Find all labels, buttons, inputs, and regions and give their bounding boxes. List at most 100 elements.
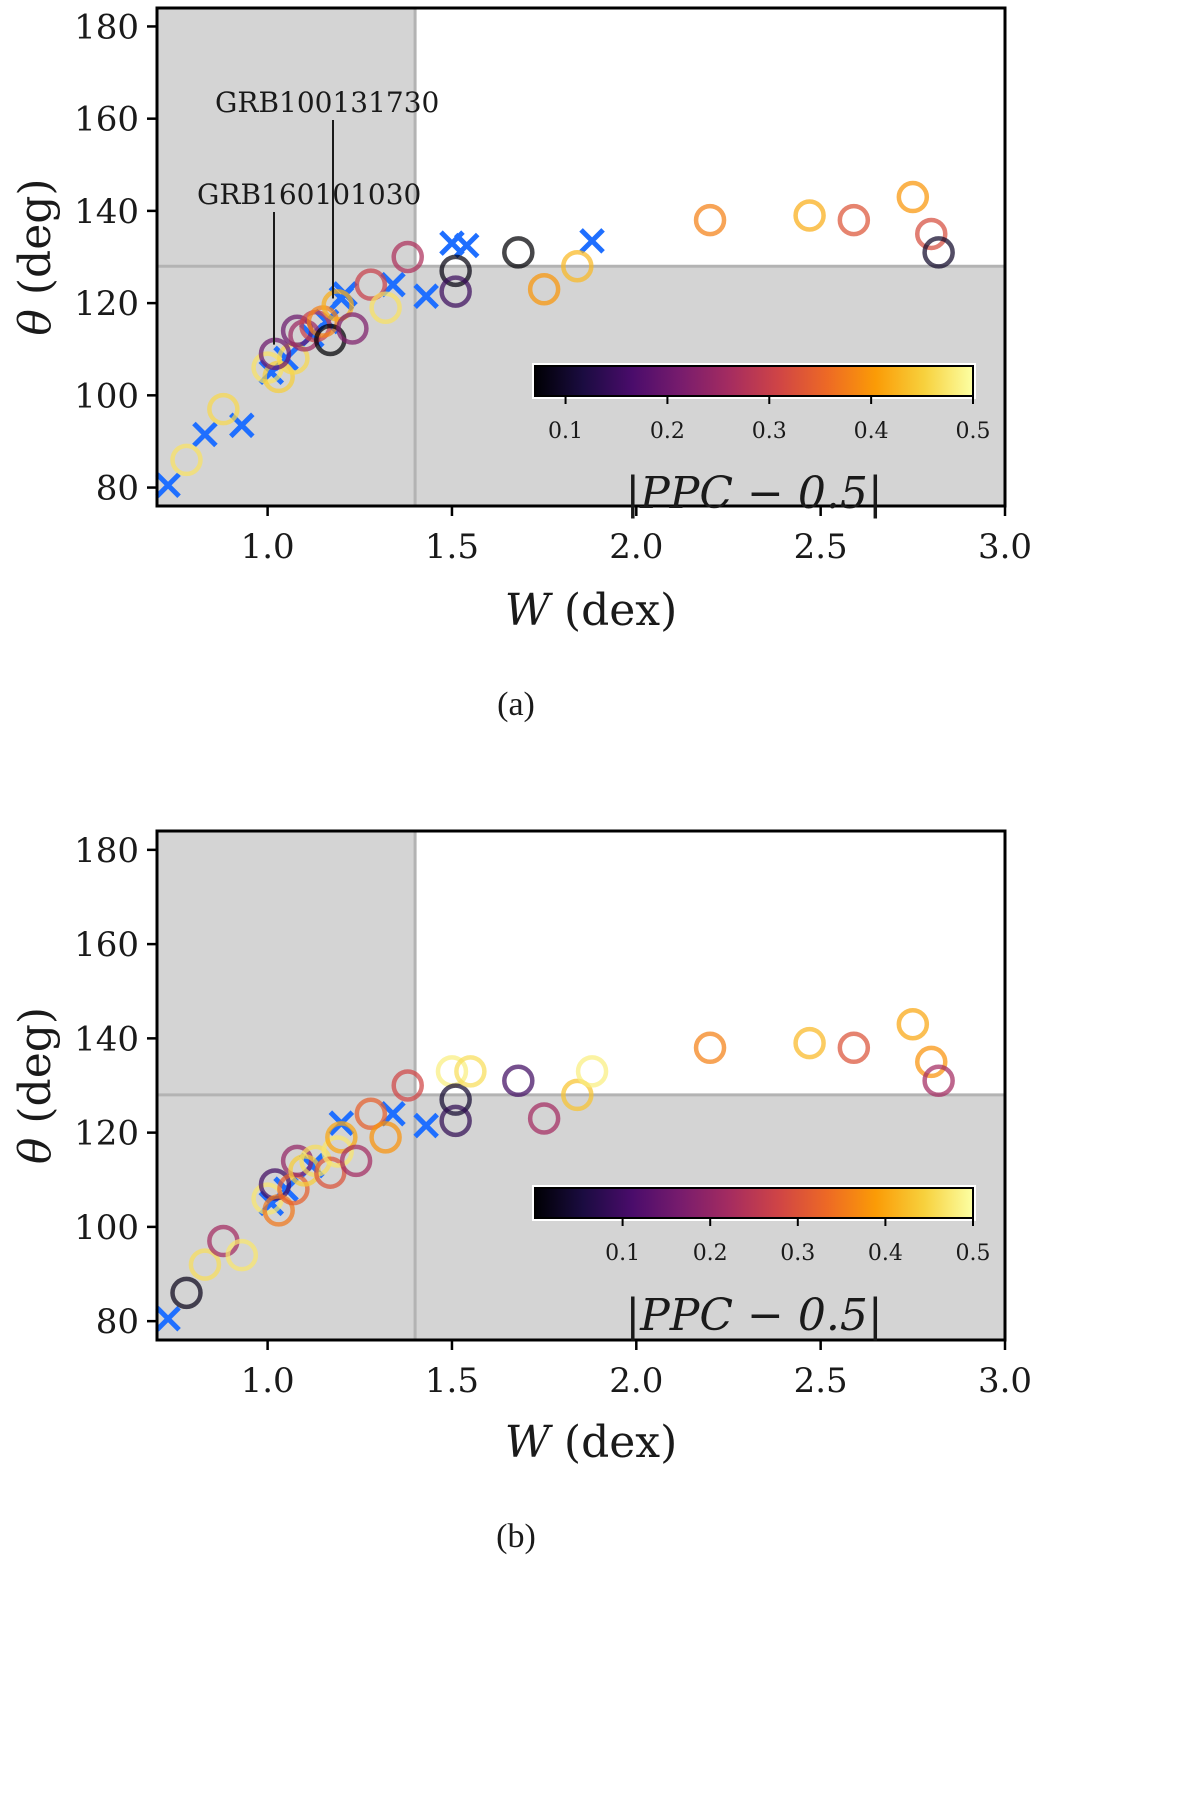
circle-marker: [439, 1083, 472, 1116]
colorbar-tick-label: 0.5: [956, 419, 991, 444]
x-tick-label: 1.0: [241, 1361, 295, 1401]
colorbar-tick-label: 0.4: [854, 419, 889, 444]
circle-marker: [321, 1135, 354, 1168]
circle-marker: [527, 1102, 561, 1135]
y-axis-unit: (deg): [10, 1007, 61, 1138]
x-tick-label: 2.0: [609, 1361, 663, 1401]
colorbar-tick-label: 0.2: [650, 419, 685, 444]
circle-marker: [575, 1055, 609, 1088]
x-tick-label: 3.0: [978, 527, 1032, 567]
x-tick-label: 2.5: [794, 1361, 848, 1401]
circle-marker: [454, 1055, 487, 1088]
x-axis-unit: (dex): [550, 1417, 677, 1468]
colorbar-label: |PPC − 0.5|: [625, 1290, 882, 1341]
colorbar: [534, 1187, 974, 1219]
colorbar-tick-label: 0.1: [548, 419, 583, 444]
circle-marker: [837, 1031, 871, 1065]
axes-frame: [155, 6, 1007, 508]
circle-marker: [339, 1144, 373, 1178]
circle-marker: [325, 1121, 358, 1154]
y-axis-unit: (deg): [10, 178, 61, 309]
circle-marker: [561, 1078, 594, 1112]
circle-marker: [793, 199, 826, 232]
circle-marker: [915, 217, 948, 251]
y-tick-label: 140: [74, 192, 139, 232]
circle-marker: [561, 249, 594, 283]
x-tick-label: 3.0: [978, 1361, 1032, 1401]
circle-marker: [280, 1144, 314, 1178]
circle-marker: [439, 254, 472, 288]
cross-marker: [579, 228, 605, 254]
y-axis-symbol: θ: [10, 1138, 61, 1165]
y-axis-label: θ (deg): [10, 178, 61, 335]
circle-marker: [391, 240, 424, 274]
y-axis-symbol: θ: [10, 309, 61, 336]
circle-marker: [922, 1064, 955, 1098]
y-tick-label: 140: [74, 1019, 139, 1059]
x-tick-label: 1.0: [241, 527, 295, 567]
circle-marker: [502, 236, 535, 269]
x-tick-label: 1.5: [425, 527, 479, 567]
circle-marker: [896, 180, 930, 214]
y-tick-label: 180: [74, 7, 139, 47]
circle-marker: [354, 1097, 388, 1131]
x-axis-unit: (dex): [550, 585, 677, 636]
circle-marker: [369, 291, 402, 324]
y-tick-label: 160: [74, 925, 139, 965]
circle-marker: [793, 1026, 826, 1060]
panel-caption: (a): [497, 686, 535, 723]
circle-marker: [170, 1276, 203, 1310]
colorbar-tick-label: 0.2: [693, 1241, 728, 1266]
circle-marker: [439, 1104, 472, 1138]
colorbar-tick-label: 0.3: [752, 419, 787, 444]
cross-marker: [155, 472, 181, 499]
x-axis-label: W (dex): [505, 1417, 678, 1468]
circle-marker: [207, 392, 240, 426]
circle-marker: [439, 275, 472, 308]
colorbar-label: |PPC − 0.5|: [625, 468, 882, 519]
circle-marker: [170, 443, 203, 477]
circle-marker: [188, 1248, 222, 1281]
panel-caption: (b): [496, 1518, 536, 1555]
x-axis-label: W (dex): [505, 585, 678, 636]
y-tick-label: 80: [96, 469, 139, 509]
circle-marker: [693, 1031, 727, 1065]
y-tick-label: 120: [74, 284, 139, 324]
x-tick-label: 2.5: [794, 527, 848, 567]
cross-marker: [453, 232, 480, 259]
circle-marker: [369, 1121, 402, 1154]
circle-marker: [262, 1194, 295, 1227]
x-tick-label: 2.0: [609, 527, 663, 567]
chart-panel-a: GRB100131730 GRB160101030 1.0 1.5 2.0 2.5 3.0 8…: [10, 6, 1032, 723]
chart-panel-b: 1.0 1.5 2.0 2.5 3.0 80 100 120 140 160 180 W (dex) θ…: [10, 829, 1032, 1555]
circle-marker: [922, 236, 955, 269]
circle-marker: [896, 1007, 930, 1041]
colorbar-tick-label: 0.1: [605, 1241, 640, 1266]
y-tick-label: 80: [96, 1302, 139, 1342]
circle-marker: [321, 289, 354, 322]
circle-marker: [354, 268, 388, 301]
circle-marker: [693, 203, 727, 237]
x-axis-symbol: W: [505, 585, 554, 636]
circle-marker: [391, 1069, 424, 1102]
axes-frame: [155, 829, 1007, 1342]
cross-marker: [155, 1306, 181, 1332]
shaded-region-left: [157, 8, 416, 506]
y-tick-label: 100: [74, 376, 139, 416]
circle-marker: [225, 1238, 259, 1272]
cross-marker: [413, 1112, 439, 1139]
annotation-label: GRB160101030: [197, 178, 421, 211]
circle-marker: [336, 312, 369, 345]
shaded-region-left: [157, 831, 416, 1340]
cross-marker: [192, 421, 218, 448]
y-axis-label: θ (deg): [10, 1007, 61, 1164]
circle-marker: [915, 1045, 948, 1079]
colorbar-tick-label: 0.5: [956, 1241, 991, 1266]
x-tick-label: 1.5: [425, 1361, 479, 1401]
annotation-label: GRB100131730: [215, 86, 439, 119]
colorbar-tick-label: 0.3: [780, 1241, 815, 1266]
circle-marker: [837, 203, 871, 237]
y-tick-label: 100: [74, 1208, 139, 1248]
colorbar-tick-label: 0.4: [868, 1241, 903, 1266]
